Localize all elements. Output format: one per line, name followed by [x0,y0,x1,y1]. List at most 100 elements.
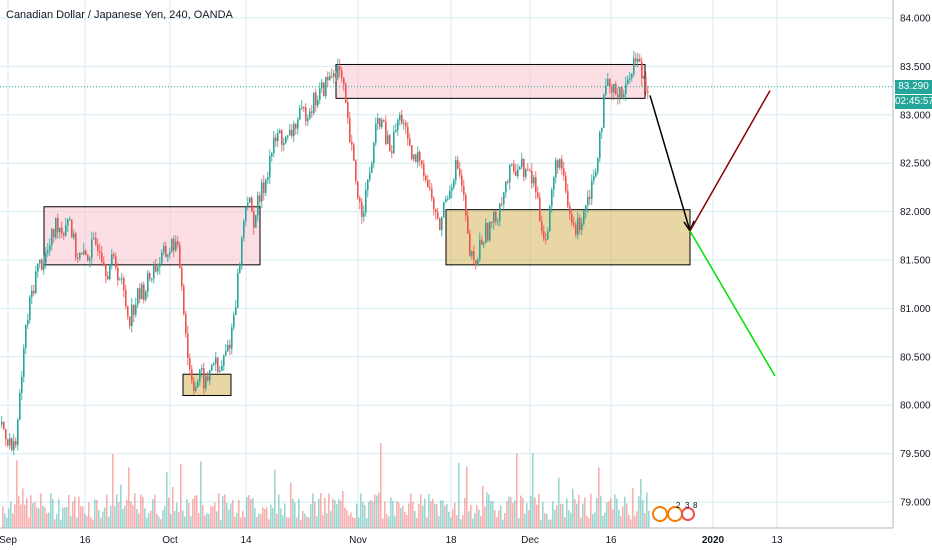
volume-bar [468,511,470,528]
candle-body [257,195,259,216]
volume-bar [296,517,298,528]
candle-body [591,180,593,199]
candle-body [127,306,129,317]
volume-bar [638,496,640,528]
candle-body [125,290,127,307]
volume-bar [496,517,498,528]
candle-body [369,172,371,180]
volume-bar [504,513,506,528]
volume-bar [36,507,38,528]
volume-bar [156,513,158,528]
candle-body [579,218,581,230]
watermark-number: 2 [676,501,681,510]
volume-bar [32,503,34,528]
volume-bar [306,516,308,528]
volume-bar [304,513,306,528]
candle-body [397,120,399,131]
candle-body [207,376,209,381]
volume-bar [602,515,604,528]
candle-body [269,156,271,178]
candle-body [193,380,195,391]
candle-body [213,363,215,366]
y-tick-label: 83.000 [900,110,931,121]
volume-bar [386,514,388,528]
candle-body [499,203,501,221]
candle-body [75,233,77,258]
candle-body [57,218,59,233]
candle-body [483,242,485,245]
candle-body [163,245,165,253]
candle-body [595,171,597,177]
volume-bar [480,516,482,528]
candle-body [91,239,93,259]
volume-bar [482,485,484,528]
candle-body [195,386,197,391]
candle-body [53,229,55,238]
volume-bar [540,519,542,528]
volume-bar [418,503,420,528]
candle-body [631,74,633,79]
candle-body [357,181,359,199]
candle-body [429,187,431,189]
candle-body [201,367,203,370]
volume-bar [422,505,424,528]
volume-bar [582,503,584,528]
candle-body [69,219,71,221]
candle-body [329,76,331,81]
volume-bar [80,506,82,528]
volume-bar [510,496,512,528]
volume-bar [310,504,312,528]
candle-body [295,123,297,129]
volume-bar [556,504,558,528]
candle-body [279,130,281,134]
candle-body [261,182,263,202]
candle-body [105,265,107,277]
volume-bar [552,501,554,528]
candle-body [385,121,387,144]
volume-bar [330,511,332,528]
candle-body [635,58,637,62]
projection-line[interactable] [649,95,691,232]
volume-bar [434,503,436,528]
candle-body [99,250,101,253]
projection-line[interactable] [689,230,776,377]
candle-body [377,118,379,124]
volume-bar [360,493,362,528]
candle-body [297,119,299,129]
candle-body [463,185,465,195]
volume-bar [138,513,140,528]
volume-bar [250,499,252,528]
candle-body [609,79,611,88]
candle-body [461,175,463,186]
volume-bar [324,497,326,528]
volume-bar [70,515,72,528]
candle-body [593,176,595,181]
volume-bar [188,502,190,528]
candle-body [435,209,437,213]
x-tick-label: 13 [771,535,783,546]
volume-bar [186,499,188,528]
candle-body [505,181,507,193]
candle-body [409,138,411,146]
candle-body [157,266,159,272]
volume-bar [4,513,6,528]
candle-body [425,176,427,181]
projection-line[interactable] [689,90,771,232]
volume-bar [240,517,242,528]
logo-mark [681,507,695,521]
volume-bar [38,508,40,528]
volume-bar [164,506,166,528]
volume-bar [506,501,508,528]
volume-bar [76,517,78,528]
x-tick-label: Sep [0,535,17,546]
candle-body [41,259,43,270]
volume-bar [312,493,314,528]
candle-body [235,307,237,315]
volume-bar [466,466,468,528]
candle-body [15,441,17,445]
volume-bar [644,513,646,528]
candle-body [493,211,495,223]
volume-bar [460,519,462,528]
candle-body [211,365,213,371]
